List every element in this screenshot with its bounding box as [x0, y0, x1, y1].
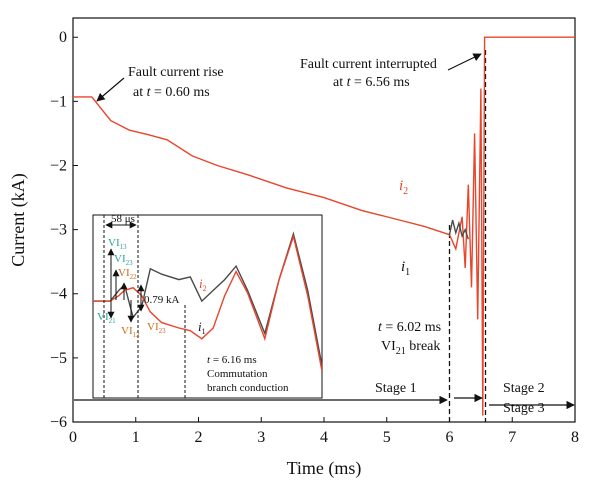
inset-label-vi12: VI12: [121, 325, 140, 339]
x-tick-label: 3: [257, 429, 265, 446]
y-tick-label: −4: [50, 286, 67, 303]
y-tick-label: −6: [50, 414, 67, 431]
inset-line-i2: [93, 233, 322, 372]
x-tick-label: 1: [132, 429, 140, 446]
annotation-interrupt-arrow: [447, 53, 482, 71]
x-tick-label: 7: [508, 429, 516, 446]
annotation-break-line2: VI21 break: [381, 339, 440, 357]
x-axis-title: Time (ms): [287, 458, 362, 479]
axis-ticks: 0 1 2 3 4 5 6 7 8 0 −1 −2 −3 −4 −5 −6: [50, 29, 579, 446]
stage-2-label: Stage 2: [503, 381, 545, 396]
inset-label-vi23b: VI23: [147, 321, 166, 335]
inset-comm-line3: branch conduction: [207, 382, 289, 394]
x-tick-label: 8: [571, 429, 579, 446]
annotation-rise-line2: at t = 0.60 ms: [133, 85, 210, 100]
annotation-interrupt-line2: at t = 6.56 ms: [333, 75, 410, 90]
inset-label-vi21: VI21: [97, 311, 116, 325]
y-tick-label: −5: [50, 350, 67, 367]
inset-comm-line2: Commutation: [207, 368, 268, 380]
inset-label-vi23a: VI23: [114, 253, 133, 267]
inset-label-vi22: VI22: [118, 267, 137, 281]
inset-label-i1: i1: [198, 319, 206, 336]
annotation-rise-line1: Fault current rise: [128, 65, 224, 80]
y-tick-label: −2: [50, 157, 67, 174]
annotation-interrupt-line1: Fault current interrupted: [300, 57, 437, 72]
series-line-i2: [73, 36, 575, 416]
y-tick-label: −3: [50, 222, 67, 239]
series-label-i1: i1: [401, 259, 410, 278]
series-label-i2: i2: [399, 178, 408, 197]
series-line-i1: [448, 219, 469, 240]
inset-label-vi13: VI13: [108, 237, 127, 251]
x-tick-label: 0: [69, 429, 77, 446]
x-tick-label: 4: [320, 429, 328, 446]
inset-plot: 58 μs 0.79 kA VI13 VI23 VI22 VI21 VI12 V…: [92, 213, 323, 399]
x-tick-label: 2: [195, 429, 203, 446]
inset-delta-label: 0.79 kA: [144, 294, 180, 306]
stage-1-label: Stage 1: [375, 381, 417, 396]
y-tick-label: −1: [50, 93, 67, 110]
inset-label-i2: i2: [199, 276, 207, 293]
annotation-rise-arrow: [96, 77, 125, 102]
stage-3-label: Stage 3: [503, 401, 545, 416]
x-tick-label: 5: [383, 429, 391, 446]
y-axis-title: Current (kA): [8, 173, 29, 266]
inset-dt-label: 58 μs: [111, 213, 135, 225]
inset-comm-line1: t = 6.16 ms: [207, 354, 257, 366]
annotation-break-line1: t = 6.02 ms: [378, 320, 441, 335]
y-tick-label: 0: [59, 29, 67, 46]
x-tick-label: 6: [446, 429, 454, 446]
